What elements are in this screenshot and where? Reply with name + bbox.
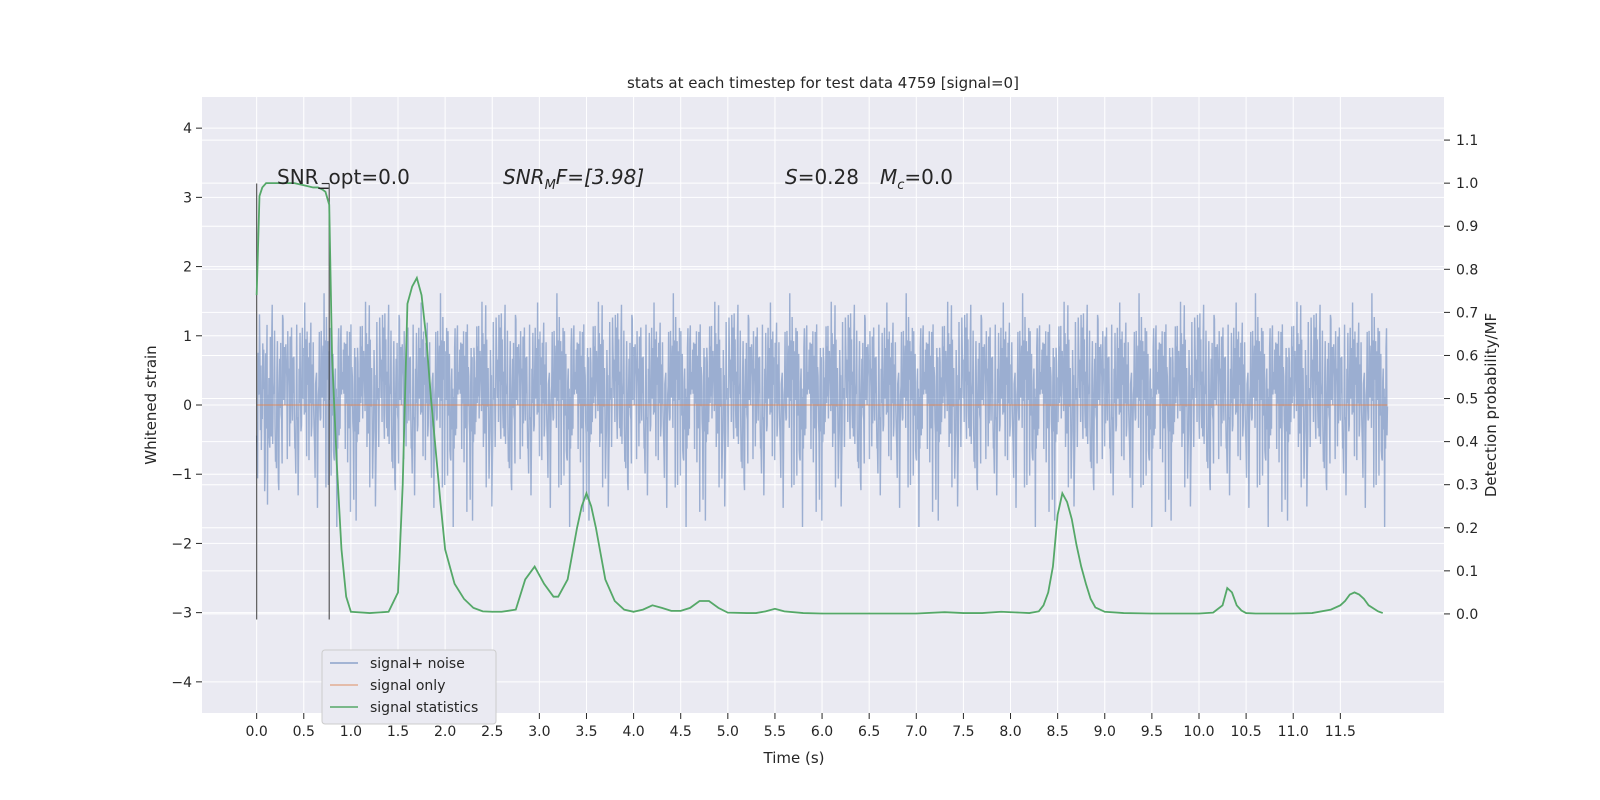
- x-tick-label: 1.0: [340, 724, 362, 740]
- x-tick-label: 8.0: [999, 724, 1021, 740]
- y2-tick-label: 0.6: [1456, 348, 1478, 364]
- y2-tick-label: 0.8: [1456, 262, 1478, 278]
- y-tick-label: 3: [183, 190, 192, 206]
- y2-tick-label: 0.1: [1456, 564, 1478, 580]
- x-tick-label: 3.5: [575, 724, 597, 740]
- legend-label-signal-only: signal only: [370, 678, 445, 694]
- y2-tick-label: 0.5: [1456, 392, 1478, 408]
- x-tick-label: 3.0: [528, 724, 550, 740]
- legend-label-signal-plus-noise: signal+ noise: [370, 656, 465, 672]
- y2-tick-label: 0.7: [1456, 305, 1478, 321]
- y-axis-right: 1.1 1.0 0.9 0.8 0.7 0.6 0.5 0.4 0.3 0.2 0.1 0.0: [1444, 133, 1478, 623]
- y2-tick-label: 1.1: [1456, 133, 1478, 149]
- annotation-s: S=0.28: [785, 165, 859, 189]
- y-tick-label: 0: [183, 398, 192, 414]
- y-tick-label: −4: [171, 675, 192, 691]
- x-tick-label: 4.5: [670, 724, 692, 740]
- x-tick-label: 9.5: [1141, 724, 1163, 740]
- x-axis: 0.0 0.5 1.0 1.5 2.0 2.5 3.0 3.5 4.0 4.5 5.0 5.5 6.0 6…: [246, 713, 1356, 740]
- x-tick-label: 1.5: [387, 724, 409, 740]
- y-axis-title: Whitened strain: [142, 345, 160, 464]
- x-tick-label: 2.0: [434, 724, 456, 740]
- x-tick-label: 5.5: [764, 724, 786, 740]
- y2-tick-label: 1.0: [1456, 176, 1478, 192]
- legend: signal+ noise signal only signal statist…: [321, 649, 497, 725]
- annotation-snr-mf-F: F=[3.98]: [556, 165, 644, 189]
- x-tick-label: 9.0: [1094, 724, 1116, 740]
- x-tick-label: 7.5: [952, 724, 974, 740]
- annotation-s-value: =0.28: [798, 165, 859, 189]
- legend-box: [321, 649, 497, 725]
- y-tick-label: −1: [171, 467, 192, 483]
- x-tick-label: 11.0: [1278, 724, 1309, 740]
- y2-tick-label: 0.2: [1456, 521, 1478, 537]
- x-tick-label: 0.5: [293, 724, 315, 740]
- annotation-mc-sub: c: [897, 178, 904, 193]
- y-tick-label: −3: [171, 606, 192, 622]
- y-axis-left: 4 3 2 1 0 −1 −2 −3 −4: [171, 121, 202, 691]
- annotation-mc: Mc=0.0: [880, 165, 953, 193]
- y-tick-label: 4: [183, 121, 192, 137]
- series-signal-statistics: [255, 182, 1384, 615]
- x-tick-label: 10.5: [1231, 724, 1262, 740]
- x-tick-label: 8.5: [1047, 724, 1069, 740]
- annotation-snr-mf-sub: M: [545, 178, 556, 193]
- x-tick-label: 10.0: [1183, 724, 1214, 740]
- annotation-snr-mf-main: SNR: [503, 165, 545, 189]
- y2-tick-label: 0.9: [1456, 219, 1478, 235]
- x-tick-label: 4.0: [622, 724, 644, 740]
- x-axis-title: Time (s): [763, 749, 825, 767]
- series-signal-plus-noise: [255, 293, 1389, 527]
- x-tick-label: 7.0: [905, 724, 927, 740]
- annotation-mc-value: =0.0: [904, 165, 953, 189]
- vertical-markers: [256, 182, 330, 620]
- chart-title: stats at each timestep for test data 475…: [627, 74, 1019, 92]
- y2-tick-label: 0.0: [1456, 607, 1478, 623]
- y-tick-label: 2: [183, 260, 192, 276]
- x-tick-label: 0.0: [246, 724, 268, 740]
- y2-axis-title: Detection probability/MF: [1482, 313, 1500, 497]
- y2-tick-label: 0.4: [1456, 435, 1478, 451]
- annotation-snr-mf: SNRMF=[3.98]: [503, 165, 644, 193]
- x-tick-label: 11.5: [1325, 724, 1356, 740]
- annotation-s-var: S: [785, 165, 798, 189]
- signal-statistics-line: [255, 182, 1384, 615]
- annotation-snr-opt: SNR_opt=0.0: [277, 165, 410, 189]
- y2-tick-label: 0.3: [1456, 478, 1478, 494]
- y-tick-label: 1: [183, 329, 192, 345]
- legend-label-signal-statistics: signal statistics: [370, 700, 478, 716]
- annotation-mc-var: M: [880, 165, 897, 189]
- x-tick-label: 2.5: [481, 724, 503, 740]
- signal-plus-noise-line: [255, 293, 1389, 527]
- x-tick-label: 6.5: [858, 724, 880, 740]
- x-tick-label: 5.0: [717, 724, 739, 740]
- y-tick-label: −2: [171, 536, 192, 552]
- x-tick-label: 6.0: [811, 724, 833, 740]
